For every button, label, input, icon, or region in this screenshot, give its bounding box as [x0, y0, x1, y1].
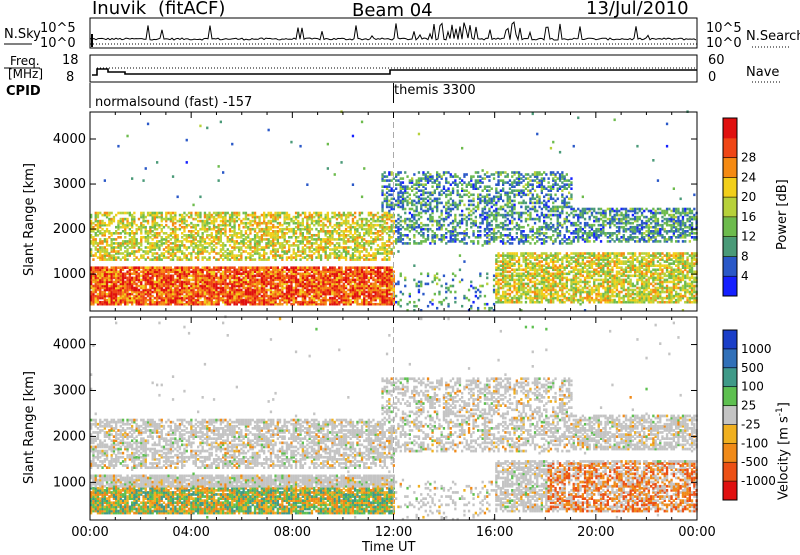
power-y-axis-label: Slant Range [km] [22, 163, 37, 276]
power-colorbar-tick-label: 8 [741, 249, 749, 263]
cpid-program-2: themis 3300 [394, 84, 476, 97]
processing-mode: (fitACF) [158, 0, 225, 18]
power-colorbar-tick-label: 12 [741, 230, 756, 244]
velocity-colorbar-cell [723, 330, 737, 349]
x-tick-label: 04:00 [172, 525, 209, 540]
power-colorbar-tick-label: 28 [741, 151, 756, 165]
cpid-label: CPID [6, 85, 41, 98]
freq-tick-low: 8 [66, 71, 74, 84]
velocity-colorbar-label: Velocity [m s-1] [775, 402, 791, 500]
nave-tick-high: 60 [708, 54, 725, 67]
noise-left-tick-low: 10^0 [40, 37, 76, 50]
power-colorbar-cell [723, 197, 737, 217]
nave-label: Nave [746, 66, 779, 79]
frequency-trace [92, 69, 697, 75]
freq-unit-label: [MHz] [8, 68, 43, 80]
power-colorbar-tick-label: 16 [741, 210, 756, 224]
velocity-ytick-label: 1000 [53, 475, 86, 490]
date-label: 13/Jul/2010 [586, 0, 689, 18]
freq-tick-high: 18 [62, 54, 79, 67]
power-ytick-label: 4000 [53, 132, 86, 147]
velocity-colorbar-tick-label: 1000 [741, 342, 772, 356]
power-colorbar-cell [723, 118, 737, 138]
power-colorbar-cell [723, 256, 737, 276]
x-axis-label: Time UT [362, 541, 415, 554]
n-sky-trace [90, 22, 696, 40]
station-name: Inuvik [92, 0, 146, 18]
power-colorbar-cell [723, 217, 737, 237]
x-tick-label: 00:00 [678, 525, 715, 540]
velocity-ytick-label: 4000 [53, 338, 86, 353]
x-tick-label: 08:00 [274, 525, 311, 540]
power-colorbar-cell [723, 158, 737, 178]
power-colorbar-cell [723, 138, 737, 158]
velocity-ytick-label: 2000 [53, 429, 86, 444]
velocity-colorbar-tick-label: -1000 [741, 474, 776, 488]
velocity-colorbar-cell [723, 406, 737, 425]
velocity-colorbar-cell [723, 368, 737, 387]
velocity-colorbar-cell [723, 481, 737, 500]
x-tick-label: 00:00 [71, 525, 108, 540]
n-search-label: N.Search [746, 30, 800, 43]
power-colorbar-cell [723, 237, 737, 257]
velocity-colorbar-cell [723, 462, 737, 481]
x-tick-label: 20:00 [577, 525, 614, 540]
power-colorbar-tick-label: 4 [741, 269, 749, 283]
power-colorbar-tick-label: 24 [741, 170, 756, 184]
velocity-colorbar-cell [723, 443, 737, 462]
velocity-colorbar-tick-label: -25 [741, 417, 761, 431]
n-sky-label: N.Sky [4, 28, 41, 41]
beam-label: Beam 04 [352, 2, 433, 20]
velocity-y-axis-label: Slant Range [km] [22, 371, 37, 484]
noise-left-tick-high: 10^5 [40, 22, 76, 35]
velocity-colorbar-cell [723, 349, 737, 368]
velocity-ytick-label: 3000 [53, 383, 86, 398]
power-ytick-label: 1000 [53, 267, 86, 282]
velocity-colorbar-cell [723, 387, 737, 406]
noise-right-tick-low: 10^0 [706, 37, 742, 50]
freq-label: Freq. [10, 55, 40, 67]
power-colorbar-cell [723, 177, 737, 197]
noise-right-tick-high: 10^5 [706, 22, 742, 35]
power-heatmap-cells [90, 110, 698, 311]
velocity-colorbar-tick-label: 500 [741, 361, 764, 375]
power-ytick-label: 2000 [53, 222, 86, 237]
x-tick-label: 16:00 [476, 525, 513, 540]
nave-tick-low: 0 [708, 71, 716, 84]
velocity-colorbar-cell [723, 424, 737, 443]
power-ytick-label: 3000 [53, 177, 86, 192]
velocity-colorbar-tick-label: -500 [741, 455, 768, 469]
cpid-program-1: normalsound (fast) -157 [95, 96, 252, 109]
power-colorbar-cell [723, 276, 737, 296]
velocity-colorbar-tick-label: 25 [741, 399, 756, 413]
x-tick-label: 12:00 [375, 525, 412, 540]
velocity-colorbar-tick-label: 100 [741, 380, 764, 394]
power-colorbar-label: Power [dB] [775, 179, 790, 250]
velocity-colorbar-tick-label: -100 [741, 436, 768, 450]
power-colorbar-tick-label: 20 [741, 190, 756, 204]
